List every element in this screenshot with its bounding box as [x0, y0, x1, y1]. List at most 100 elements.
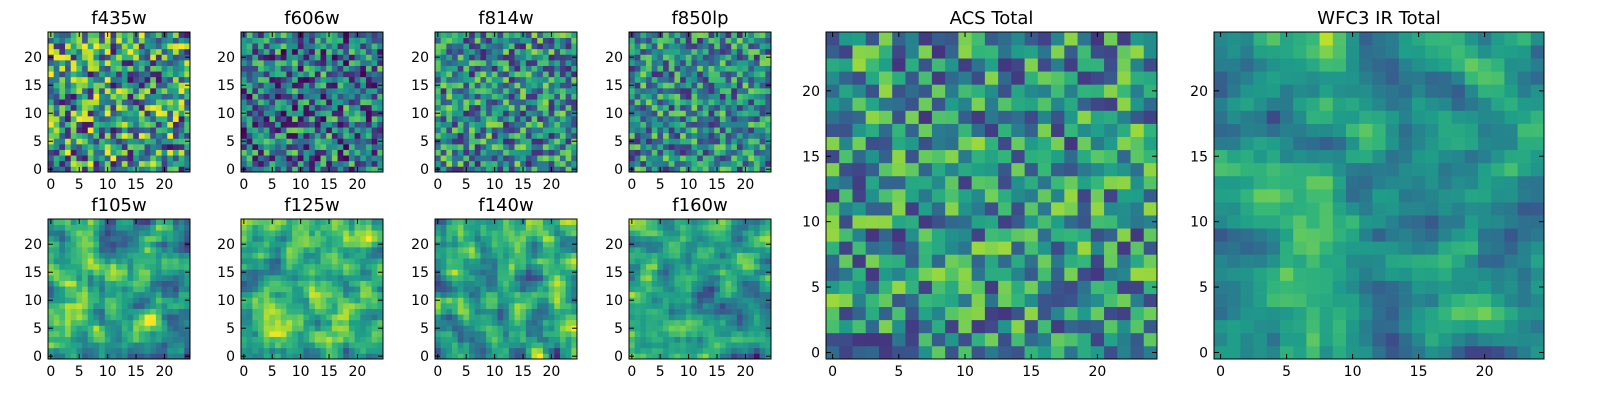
heatmap-cell	[297, 160, 304, 167]
heatmap-cell	[725, 88, 732, 94]
heatmap-cell	[520, 308, 527, 315]
heatmap-cell	[53, 280, 60, 287]
heatmap-cell	[748, 76, 755, 83]
heatmap-cell	[446, 132, 453, 139]
heatmap-cell	[337, 99, 344, 106]
heatmap-cell	[537, 71, 544, 78]
heatmap-cell	[565, 155, 572, 162]
heatmap-cell	[150, 230, 157, 237]
heatmap-cell	[144, 43, 151, 50]
heatmap-cell	[765, 99, 772, 106]
heatmap-cell	[714, 99, 721, 106]
heatmap-cell	[680, 275, 687, 281]
heatmap-cell	[360, 76, 367, 83]
heatmap-cell	[651, 43, 658, 50]
heatmap-cell	[708, 88, 715, 94]
heatmap-cell	[525, 132, 532, 139]
heatmap-cell	[525, 160, 532, 167]
heatmap-cell	[685, 269, 692, 276]
heatmap-cell	[303, 48, 310, 55]
heatmap-cell	[657, 308, 664, 315]
heatmap-cell	[480, 144, 487, 150]
heatmap-cell	[503, 297, 510, 304]
heatmap-cell	[263, 144, 270, 150]
heatmap-cell	[144, 127, 151, 134]
heatmap-cell	[133, 65, 140, 72]
heatmap-cell	[161, 43, 168, 50]
heatmap-cell	[463, 104, 470, 111]
heatmap-cell	[150, 252, 157, 259]
heatmap-cell	[486, 325, 493, 332]
heatmap-cell	[371, 241, 378, 248]
heatmap-cell	[343, 82, 350, 89]
x-tick-label: 20	[349, 364, 367, 380]
heatmap-cell	[314, 32, 321, 38]
heatmap-cell	[491, 160, 498, 167]
heatmap-cell	[93, 308, 100, 315]
heatmap-cell	[337, 297, 344, 304]
heatmap-cell	[275, 138, 282, 145]
heatmap-cell	[82, 291, 89, 298]
heatmap-cell	[82, 247, 89, 253]
heatmap-cell	[48, 88, 55, 94]
heatmap-cell	[497, 314, 504, 321]
heatmap-cell	[548, 93, 555, 100]
heatmap-cell	[708, 347, 715, 354]
heatmap-cell	[508, 314, 515, 321]
heatmap-cell	[491, 347, 498, 354]
heatmap-cell	[258, 263, 265, 270]
heatmap-cell	[337, 110, 344, 117]
heatmap-cell	[702, 149, 709, 156]
heatmap-cell	[571, 76, 578, 83]
heatmap-cell	[65, 342, 72, 349]
heatmap-cell	[748, 37, 755, 44]
heatmap-cell	[138, 71, 145, 78]
heatmap-cell	[514, 247, 521, 253]
heatmap-cell	[116, 314, 123, 321]
heatmap-cell	[702, 88, 709, 94]
heatmap-cell	[269, 43, 276, 50]
heatmap-cell	[708, 314, 715, 321]
heatmap-cell	[82, 60, 89, 66]
heatmap-cell	[503, 149, 510, 156]
heatmap-cell	[646, 71, 653, 78]
heatmap-cell	[360, 65, 367, 72]
heatmap-cell	[491, 132, 498, 139]
heatmap-cell	[70, 263, 77, 270]
heatmap-cell	[748, 336, 755, 343]
heatmap-cell	[377, 32, 384, 38]
heatmap-cell	[269, 88, 276, 94]
heatmap-cell	[116, 160, 123, 167]
heatmap-cell	[172, 286, 179, 293]
heatmap-cell	[365, 144, 372, 150]
heatmap-cell	[337, 241, 344, 248]
heatmap-cell	[59, 121, 66, 128]
heatmap-cell	[59, 235, 66, 242]
heatmap-cell	[104, 104, 111, 111]
heatmap-cell	[82, 280, 89, 287]
heatmap-cell	[178, 319, 185, 326]
heatmap-cell	[731, 286, 738, 293]
heatmap-cell	[320, 252, 327, 259]
heatmap-cell	[469, 88, 476, 94]
heatmap-cell	[748, 286, 755, 293]
heatmap-cell	[520, 325, 527, 332]
heatmap-cell	[691, 76, 698, 83]
heatmap-cell	[116, 43, 123, 50]
heatmap-cell	[48, 132, 55, 139]
heatmap-cell	[263, 65, 270, 72]
heatmap-cell	[184, 303, 191, 309]
heatmap-cell	[469, 71, 476, 78]
heatmap-cell	[303, 275, 310, 281]
heatmap-cell	[759, 280, 766, 287]
heatmap-cell	[326, 93, 333, 100]
heatmap-cell	[531, 144, 538, 150]
heatmap-cell	[531, 93, 538, 100]
heatmap-cell	[263, 32, 270, 38]
axes-frame	[434, 218, 578, 360]
heatmap-cell	[463, 314, 470, 321]
heatmap-cell	[537, 331, 544, 337]
heatmap-cell	[104, 314, 111, 321]
heatmap-cell	[440, 347, 447, 354]
heatmap-cell	[480, 65, 487, 72]
